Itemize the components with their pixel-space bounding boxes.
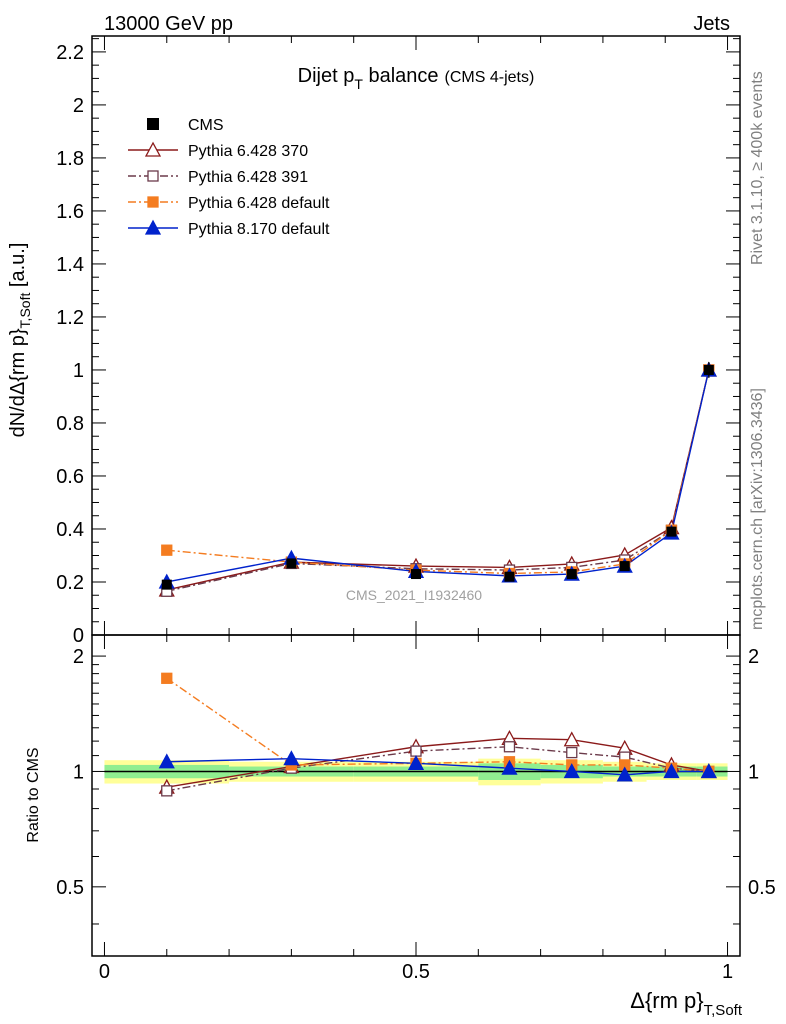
title-rest: balance xyxy=(363,65,439,87)
main-ytick-label: 0.6 xyxy=(56,466,84,488)
legend-marker xyxy=(147,170,159,182)
ratio-ytick-label-right: 1 xyxy=(748,761,759,783)
watermark: CMS_2021_I1932460 xyxy=(346,587,482,603)
title-subscript: T xyxy=(354,76,363,92)
ratio-xtick-label: 1 xyxy=(722,961,733,983)
ratio-point-s3 xyxy=(616,766,633,782)
legend-item: Pythia 6.428 391 xyxy=(128,169,308,186)
main-ylabel: dN/dΔ{rm p}T,Soft [a.u.] xyxy=(7,243,33,438)
cms-point xyxy=(161,579,172,590)
cms-point xyxy=(286,558,297,569)
ratio-ylabel: Ratio to CMS xyxy=(25,747,42,842)
ratio-ytick-label-right: 2 xyxy=(748,646,759,668)
main-ytick-label: 1.2 xyxy=(56,307,84,329)
main-ytick-label: 0.4 xyxy=(56,519,84,541)
ratio-point-s1 xyxy=(161,785,173,797)
side-note-bottom: mcplots.cern.ch [arXiv:1306.3436] xyxy=(749,388,766,630)
header-right: Jets xyxy=(693,13,730,35)
main-panel: 0 0.2 0.4 0.6 0.8 1 1.2 1.4 1.6 1.8 2 2.2 CMS_2021_… xyxy=(7,35,741,647)
ratio-xtick-label: 0 xyxy=(99,961,110,983)
legend-marker xyxy=(144,141,162,157)
ylabel-main: dN/dΔ{rm p} xyxy=(7,328,29,437)
legend-label: Pythia 6.428 391 xyxy=(188,169,308,186)
ratio-point-s1 xyxy=(503,741,516,753)
ratio-series-line-3 xyxy=(166,757,709,776)
cms-point xyxy=(666,526,677,537)
cms-point xyxy=(411,569,421,580)
cms-point xyxy=(504,571,515,582)
ratio-point-s3 xyxy=(501,759,518,775)
main-series-line-2 xyxy=(166,369,710,575)
legend-marker xyxy=(147,196,159,208)
main-ticks: 0 0.2 0.4 0.6 0.8 1 1.2 1.4 1.6 1.8 2 2.2 xyxy=(56,36,740,647)
ylabel-unit: [a.u.] xyxy=(7,243,29,293)
main-ytick-label: 2 xyxy=(73,95,84,117)
cms-point xyxy=(703,364,714,375)
ratio-series-line-2 xyxy=(166,677,709,773)
ratio-frame xyxy=(91,634,741,957)
ratio-point-s3 xyxy=(283,750,300,766)
main-marks xyxy=(158,361,717,597)
cms-point xyxy=(619,561,630,572)
main-ytick-label: 0.8 xyxy=(56,413,84,435)
title-main: Dijet p xyxy=(298,65,355,87)
ratio-ytick-label: 1 xyxy=(73,761,84,783)
legend-item: Pythia 8.170 default xyxy=(128,219,330,238)
ratio-series-line-0 xyxy=(166,737,709,788)
main-point-s2 xyxy=(161,544,173,556)
side-note-top: Rivet 3.1.10, ≥ 400k events xyxy=(749,71,766,265)
legend-marker xyxy=(144,219,162,235)
ylabel-subscript: T,Soft xyxy=(17,293,33,329)
xlabel-main: Δ{rm p} xyxy=(630,988,703,1013)
legend-label: Pythia 8.170 default xyxy=(188,221,330,238)
xlabel-subscript: T,Soft xyxy=(704,1002,743,1019)
ratio-point-s1 xyxy=(410,745,422,757)
ratio-point-s3 xyxy=(158,753,175,769)
legend-label: Pythia 6.428 default xyxy=(188,195,330,212)
legend: CMS Pythia 6.428 370 Pythia 6.428 391 Pythi… xyxy=(128,117,330,238)
ratio-point-s2 xyxy=(161,672,173,684)
ratio-xtick-label: 0.5 xyxy=(402,961,430,983)
cms-point xyxy=(566,569,577,580)
title-note: (CMS 4-jets) xyxy=(445,69,535,86)
ratio-ytick-label: 0.5 xyxy=(56,877,84,899)
legend-label: CMS xyxy=(188,117,224,134)
ratio-point-s3 xyxy=(700,763,717,779)
ratio-panel: 0.5 0.5 1 1 2 2 0 0.5 1 Ratio to CMS Δ{rm p}T,So… xyxy=(25,634,776,1019)
main-series-line-3 xyxy=(166,369,710,583)
ratio-xlabel: Δ{rm p}T,Soft xyxy=(630,988,743,1019)
ratio-point-s1 xyxy=(566,746,578,759)
ratio-marks xyxy=(158,672,717,797)
legend-item: Pythia 6.428 370 xyxy=(128,141,308,160)
main-title: Dijet pT balance (CMS 4-jets) xyxy=(298,65,535,92)
main-ytick-label: 0.2 xyxy=(56,572,84,594)
main-ytick-label: 1.4 xyxy=(56,254,84,276)
ratio-ticks: 0.5 0.5 1 1 2 2 0 0.5 1 xyxy=(56,635,776,983)
main-ytick-label: 1 xyxy=(73,360,84,382)
ratio-ytick-label: 2 xyxy=(73,646,84,668)
ratio-point-s3 xyxy=(407,754,425,770)
ratio-point-s3 xyxy=(663,763,680,779)
legend-marker xyxy=(147,118,159,130)
legend-item: Pythia 6.428 default xyxy=(128,195,330,212)
ratio-point-s0 xyxy=(563,731,580,747)
header-left: 13000 GeV pp xyxy=(104,13,233,35)
main-ytick-label: 1.8 xyxy=(56,148,84,170)
legend-item: CMS xyxy=(147,117,224,134)
ratio-ytick-label-right: 0.5 xyxy=(748,877,776,899)
legend-label: Pythia 6.428 370 xyxy=(188,143,308,160)
main-ytick-label: 0 xyxy=(73,625,84,647)
main-ytick-label: 2.2 xyxy=(56,42,84,64)
ratio-point-s3 xyxy=(563,763,580,779)
main-ytick-label: 1.6 xyxy=(56,201,84,223)
